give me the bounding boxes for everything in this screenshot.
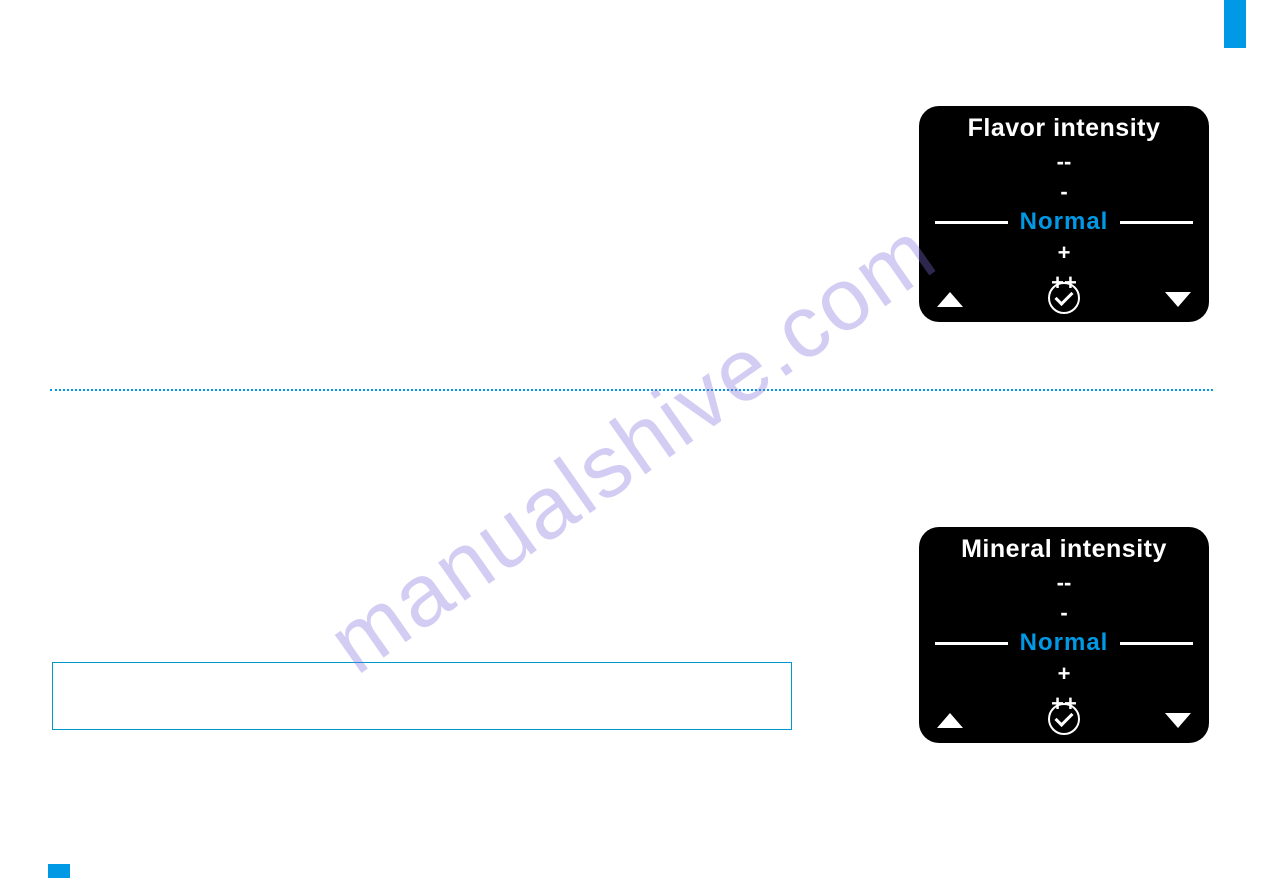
nav-row <box>919 703 1209 737</box>
flavor-intensity-screen: Flavor intensity -- - Normal + ++ <box>919 106 1209 322</box>
selection-line-left <box>935 642 1008 645</box>
option-normal: Normal <box>1020 208 1109 236</box>
option-selected-row[interactable]: Normal <box>921 629 1207 657</box>
option-plus[interactable]: + <box>921 659 1207 689</box>
option-normal: Normal <box>1020 629 1109 657</box>
note-box <box>52 662 792 730</box>
selection-line-right <box>1120 221 1193 224</box>
option-minus-minus[interactable]: -- <box>921 568 1207 598</box>
down-arrow-icon[interactable] <box>1165 713 1191 728</box>
up-arrow-icon[interactable] <box>937 292 963 307</box>
screen-title: Mineral intensity <box>919 535 1209 564</box>
option-minus[interactable]: - <box>921 598 1207 628</box>
selection-line-left <box>935 221 1008 224</box>
selection-line-right <box>1120 642 1193 645</box>
confirm-check-icon[interactable] <box>1048 703 1080 735</box>
options-list: -- - Normal + ++ <box>919 147 1209 298</box>
bottom-accent-bar <box>48 864 70 878</box>
section-divider <box>50 389 1213 391</box>
screen-title: Flavor intensity <box>919 114 1209 143</box>
option-minus[interactable]: - <box>921 177 1207 207</box>
confirm-check-icon[interactable] <box>1048 282 1080 314</box>
top-accent-bar <box>1224 0 1246 48</box>
mineral-intensity-screen: Mineral intensity -- - Normal + ++ <box>919 527 1209 743</box>
option-plus[interactable]: + <box>921 238 1207 268</box>
up-arrow-icon[interactable] <box>937 713 963 728</box>
watermark-text: manualshive.com <box>310 200 954 694</box>
options-list: -- - Normal + ++ <box>919 568 1209 719</box>
option-selected-row[interactable]: Normal <box>921 208 1207 236</box>
down-arrow-icon[interactable] <box>1165 292 1191 307</box>
nav-row <box>919 282 1209 316</box>
option-minus-minus[interactable]: -- <box>921 147 1207 177</box>
